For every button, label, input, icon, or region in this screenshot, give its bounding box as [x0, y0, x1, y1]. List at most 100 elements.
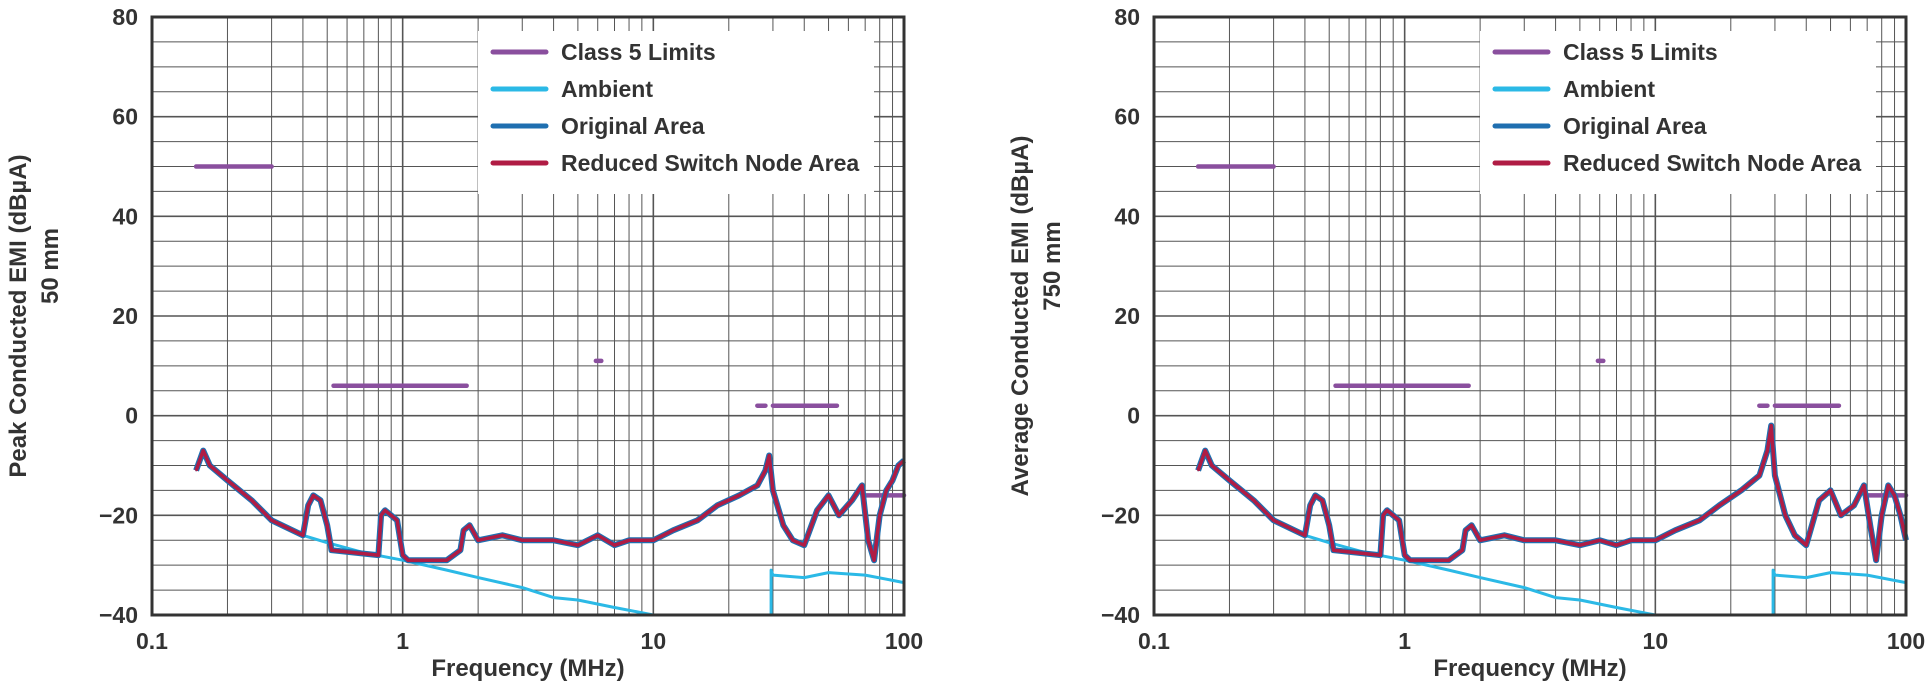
legend-label-3: Original Area: [561, 113, 705, 139]
data-point: [1479, 539, 1481, 542]
legend-box: [478, 31, 874, 194]
data-point: [885, 489, 888, 492]
chart-panel-1: Class 5 Limits Ambient Original Area Reduce…: [5, 4, 923, 682]
data-point: [1503, 534, 1506, 537]
data-point: [407, 559, 409, 561]
data-point: [1523, 586, 1526, 589]
data-point: [770, 569, 772, 571]
legend-label-3: Original Area: [1563, 113, 1707, 139]
data-point: [861, 484, 863, 487]
data-point: [803, 544, 806, 547]
y-tick-label: 60: [112, 104, 138, 130]
data-point: [672, 529, 674, 532]
data-point: [1654, 539, 1657, 542]
data-point: [1304, 534, 1306, 537]
y-tick-label: 40: [112, 203, 138, 229]
data-point: [477, 576, 479, 579]
data-point: [1875, 559, 1877, 561]
data-point: [208, 464, 211, 467]
data-point: [1409, 559, 1411, 561]
y-tick-label: 80: [1114, 4, 1140, 30]
data-point: [377, 554, 380, 556]
x-axis-title: Frequency (MHz): [1433, 655, 1626, 682]
x-tick-label: 1: [1398, 628, 1411, 654]
data-point: [716, 504, 719, 507]
data-point: [1818, 499, 1820, 502]
data-point: [878, 514, 881, 517]
data-point: [1740, 489, 1742, 492]
data-point: [468, 524, 471, 527]
data-point: [459, 549, 462, 552]
data-point: [1379, 554, 1382, 556]
data-point: [477, 539, 479, 542]
y-axis-subtitle: 50 mm: [37, 228, 64, 304]
x-tick-label: 100: [885, 628, 923, 654]
y-tick-label: 80: [112, 4, 138, 30]
data-point: [1615, 606, 1618, 609]
series-4: [194, 448, 906, 562]
data-point: [195, 469, 197, 472]
data-point: [1893, 494, 1896, 497]
data-point: [1774, 474, 1776, 477]
data-point: [1630, 539, 1632, 542]
x-tick-label: 100: [1887, 628, 1925, 654]
data-point: [577, 544, 579, 547]
data-point: [396, 519, 398, 522]
data-point: [1869, 524, 1872, 527]
data-point: [401, 559, 404, 561]
data-point: [552, 539, 555, 542]
data-point: [401, 554, 404, 556]
data-point: [330, 549, 333, 552]
x-axis-title: Frequency (MHz): [431, 655, 624, 682]
legend-label-2: Ambient: [561, 76, 653, 102]
legend-label-1: Class 5 Limits: [561, 39, 716, 65]
legend-label-4: Reduced Switch Node Area: [1563, 150, 1861, 176]
data-point: [803, 576, 806, 579]
data-point: [1332, 549, 1335, 552]
data-point: [521, 586, 524, 589]
y-tick-label: −20: [1101, 502, 1140, 528]
data-point: [1386, 509, 1388, 512]
data-point: [867, 539, 870, 542]
series-1: [193, 164, 907, 498]
data-point: [1204, 449, 1206, 452]
data-point: [1866, 574, 1868, 576]
data-point: [1774, 574, 1776, 576]
data-point: [1770, 424, 1773, 427]
data-point: [1793, 534, 1796, 537]
y-axis-subtitle: 750 mm: [1039, 221, 1066, 310]
y-axis-title: Peak Conducted EMI (dBµA): [5, 154, 32, 477]
data-point: [1470, 524, 1473, 527]
data-point: [1210, 464, 1213, 467]
data-point: [613, 544, 616, 547]
series-4: [1196, 423, 1908, 562]
data-point: [772, 574, 774, 576]
y-tick-label: −40: [99, 602, 138, 628]
x-tick-label: 0.1: [136, 628, 168, 654]
data-point: [1766, 449, 1769, 452]
y-tick-label: −20: [99, 502, 138, 528]
data-point: [1840, 514, 1842, 517]
data-point: [1448, 569, 1450, 571]
data-point: [1674, 529, 1676, 532]
data-point: [1615, 544, 1618, 547]
data-point: [1382, 514, 1384, 517]
data-point: [772, 489, 774, 492]
data-point: [891, 479, 894, 482]
data-point: [1579, 599, 1581, 601]
data-point: [384, 509, 386, 512]
plot-frame: [150, 15, 906, 617]
series-line: [194, 448, 906, 562]
data-point: [738, 494, 740, 497]
data-point: [302, 534, 304, 537]
legend-label-1: Class 5 Limits: [1563, 39, 1718, 65]
data-point: [756, 484, 759, 487]
data-point: [1309, 504, 1312, 507]
data-point: [319, 499, 322, 502]
x-tick-label: 0.1: [1138, 628, 1170, 654]
data-point: [312, 494, 315, 497]
data-point: [838, 514, 840, 517]
data-point: [1698, 519, 1701, 522]
x-tick-label: 10: [641, 628, 667, 654]
data-point: [628, 539, 630, 542]
